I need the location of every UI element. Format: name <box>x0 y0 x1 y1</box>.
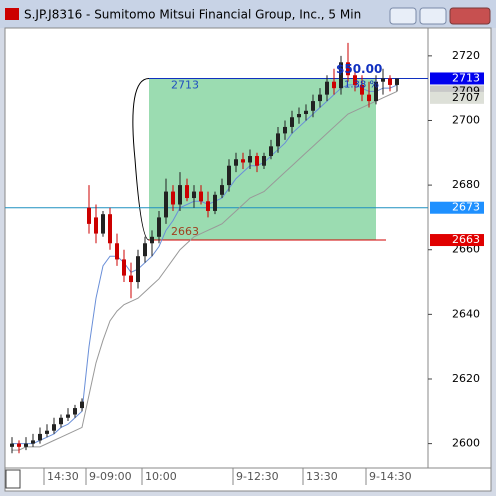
candle-body <box>17 443 21 447</box>
candle-body <box>199 191 203 202</box>
price-badge <box>430 91 484 104</box>
candle-body <box>185 185 189 199</box>
candle-body <box>262 156 266 166</box>
app-icon <box>5 8 19 20</box>
profit-label: $50.00 <box>336 62 382 76</box>
candle-body <box>374 81 378 102</box>
candle-body <box>80 401 84 409</box>
candle-body <box>276 133 280 147</box>
candle-body <box>248 156 252 163</box>
candle-body <box>283 126 287 134</box>
candle-body <box>395 78 399 85</box>
y-tick-label: 2700 <box>452 113 480 126</box>
candle-body <box>10 443 14 447</box>
maximize-button[interactable] <box>419 7 447 25</box>
moving-average <box>12 84 398 445</box>
candle-body <box>171 191 175 205</box>
candle-body <box>143 243 147 257</box>
scroll-thumb[interactable] <box>5 469 21 489</box>
candle-body <box>213 194 217 211</box>
candle-body <box>269 146 273 157</box>
candle-body <box>297 114 301 118</box>
y-tick-label: 2620 <box>452 372 480 385</box>
candle-body <box>178 185 182 205</box>
candle-body <box>45 430 49 434</box>
candle-body <box>129 275 133 283</box>
close-button[interactable] <box>449 7 491 25</box>
candle-body <box>206 201 210 211</box>
candle-body <box>290 117 294 127</box>
y-tick-label: 2720 <box>452 49 480 62</box>
candle-body <box>381 78 385 82</box>
entry-label: 2663 <box>171 225 199 238</box>
bracket <box>132 77 150 241</box>
price-badge-label: 2713 <box>452 71 480 84</box>
candle-body <box>339 62 343 89</box>
candle-body <box>150 236 154 244</box>
y-tick-label: 2680 <box>452 178 480 191</box>
y-tick-label: 2640 <box>452 307 480 320</box>
candle-body <box>136 256 140 283</box>
candle-body <box>360 84 364 95</box>
price-badge <box>430 234 484 247</box>
price-badge <box>430 72 484 85</box>
x-tick-label: 14:30 <box>47 470 79 483</box>
price-badge-label: 2673 <box>452 201 480 214</box>
candle-body <box>73 408 77 415</box>
candle-body <box>59 417 63 425</box>
percent-label: 1.38 % <box>344 79 379 90</box>
candle-body <box>87 207 91 224</box>
candle-body <box>24 443 28 447</box>
candle-body <box>367 94 371 102</box>
candle-body <box>164 191 168 218</box>
candle-body <box>38 433 42 441</box>
candle-body <box>388 78 392 85</box>
x-tick-label: 9-14:30 <box>369 470 412 483</box>
candle-body <box>346 62 350 76</box>
target-label: 2713 <box>171 78 199 91</box>
candle-body <box>325 81 329 95</box>
price-badge <box>430 201 484 214</box>
candle-body <box>94 217 98 234</box>
candle-body <box>66 414 70 418</box>
candle-body <box>122 259 126 276</box>
x-tick-label: 10:00 <box>145 470 177 483</box>
candle-body <box>241 159 245 163</box>
candle-body <box>115 243 119 260</box>
moving-average <box>12 90 398 451</box>
x-tick-label: 9-09:00 <box>89 470 132 483</box>
minimize-button[interactable] <box>389 7 417 25</box>
candle-body <box>220 185 224 195</box>
y-tick-label: 2600 <box>452 437 480 450</box>
candle-body <box>52 424 56 431</box>
candle-body <box>234 159 238 166</box>
x-tick-label: 13:30 <box>306 470 338 483</box>
x-tick-label: 9-12:30 <box>236 470 279 483</box>
candle-body <box>31 440 35 444</box>
candle-body <box>108 214 112 244</box>
price-badge-label: 2707 <box>452 91 480 104</box>
candle-body <box>318 94 322 102</box>
candle-body <box>157 217 161 237</box>
candle-body <box>227 165 231 186</box>
candle-body <box>101 214 105 234</box>
candle-body <box>353 75 357 85</box>
price-badge-label: 2663 <box>452 233 480 246</box>
candle-body <box>192 191 196 199</box>
candle-body <box>304 110 308 115</box>
candle-body <box>311 101 315 111</box>
candle-body <box>255 156 259 166</box>
candle-body <box>332 81 336 89</box>
window-title: S.JP.J8316 - Sumitomo Mitsui Financial G… <box>24 8 361 22</box>
